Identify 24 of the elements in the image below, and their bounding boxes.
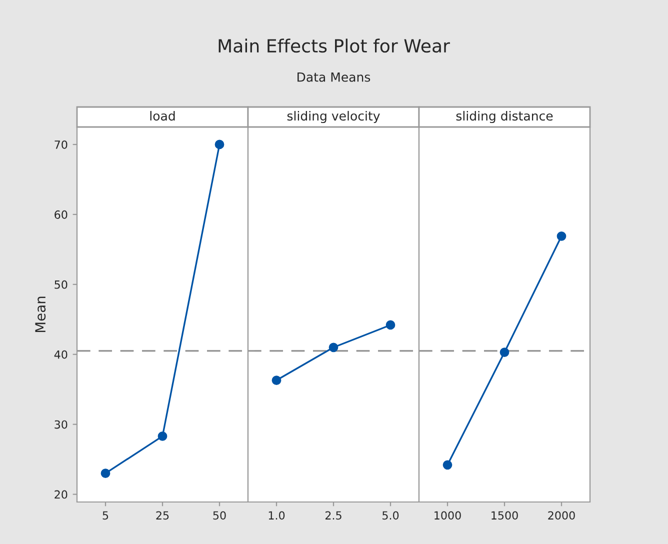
x-tick-label: 50 [213,511,226,520]
x-axis-title: load [150,110,175,121]
y-tick-label: 50 [54,280,68,289]
x-axis-title: sliding velocity [287,110,380,124]
point [158,432,168,441]
y-tick-label: 30 [54,420,68,429]
x-tick-label: 1.0 [268,511,285,520]
point [100,468,110,478]
x-tick-label: 1500 [492,511,518,520]
point [214,140,224,150]
x-tick-label: 2.5 [325,511,342,520]
y-tick-label: 20 [54,490,68,499]
text: Main Effects Plot for Wear [218,38,450,53]
x-tick-label: 5.0 [382,511,399,520]
x-tick-label: 25 [156,511,169,520]
x-tick-label: 5 [102,511,108,520]
y-axis-title: Mean [35,296,46,332]
y-tick-label: 40 [54,350,68,359]
x-tick-label: 1000 [434,511,461,520]
x-axis-title: sliding distance [456,110,553,124]
text: Data Means [298,72,370,82]
y-tick-label: 70 [54,140,68,149]
y-tick-label: 60 [54,210,68,219]
x-tick-label: 2000 [548,511,575,520]
